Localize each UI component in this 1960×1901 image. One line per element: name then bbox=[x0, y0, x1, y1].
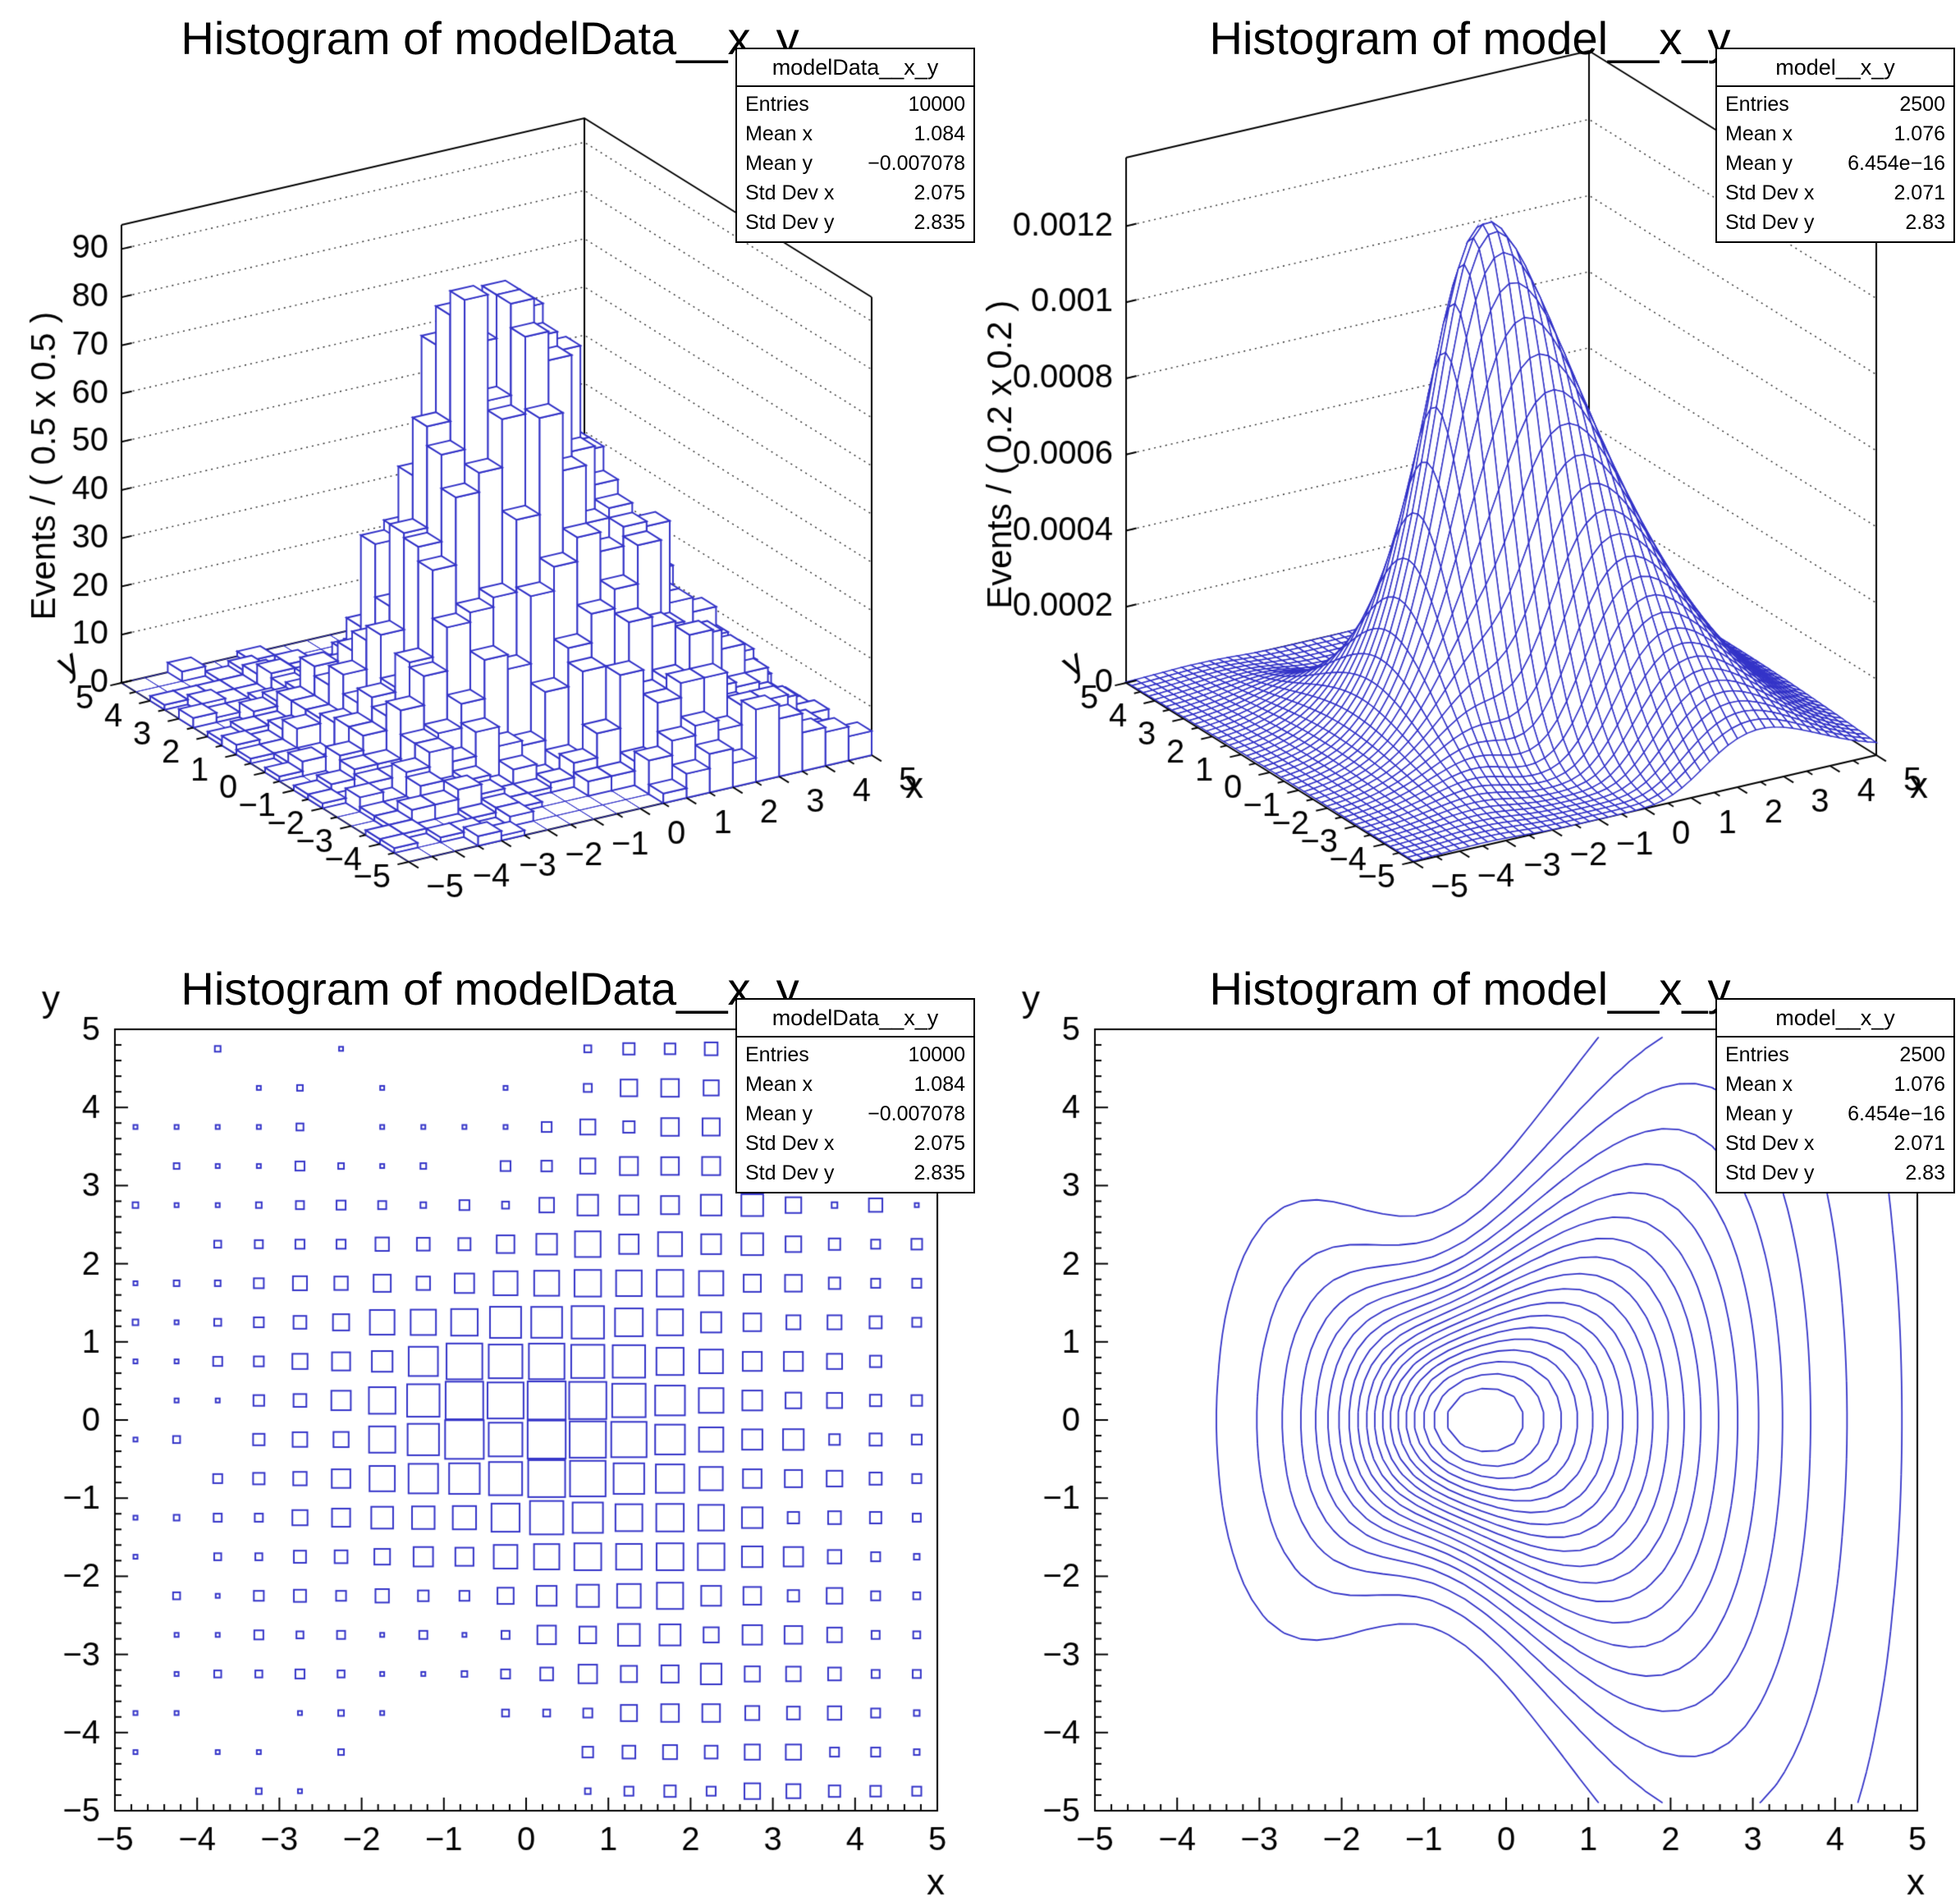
stats-box: modelData__x_y Entries 10000 Mean x 1.084 … bbox=[735, 998, 975, 1193]
stats-row: Mean y 6.454e−16 bbox=[1725, 1102, 1945, 1125]
pad-box2d: Histogram of modelData__x_y modelData__x… bbox=[0, 950, 980, 1901]
stats-row: Mean x 1.076 bbox=[1725, 122, 1945, 145]
stats-row: Mean y −0.007078 bbox=[745, 1102, 965, 1125]
pad-title: Histogram of model__x_y bbox=[1209, 963, 1731, 1015]
stats-histogram-name: model__x_y bbox=[1717, 49, 1953, 87]
pad-surface3d: Histogram of model__x_y model__x_y Entri… bbox=[980, 0, 1960, 950]
pad-contour2d: Histogram of model__x_y model__x_y Entri… bbox=[980, 950, 1960, 1901]
stats-row: Std Dev x 2.071 bbox=[1725, 1132, 1945, 1155]
stats-row: Mean y 6.454e−16 bbox=[1725, 152, 1945, 175]
stats-row: Entries 2500 bbox=[1725, 1043, 1945, 1066]
pad-title: Histogram of model__x_y bbox=[1209, 12, 1731, 64]
stats-histogram-name: modelData__x_y bbox=[737, 49, 973, 87]
stats-box: model__x_y Entries 2500 Mean x 1.076 Mean … bbox=[1715, 48, 1955, 243]
stats-row: Mean x 1.084 bbox=[745, 1073, 965, 1096]
stats-histogram-name: model__x_y bbox=[1717, 1000, 1953, 1038]
pad-title: Histogram of modelData__x_y bbox=[181, 12, 799, 64]
stats-row: Std Dev y 2.835 bbox=[745, 1161, 965, 1184]
stats-row: Std Dev y 2.835 bbox=[745, 211, 965, 234]
stats-row: Mean x 1.084 bbox=[745, 122, 965, 145]
stats-row: Entries 10000 bbox=[745, 93, 965, 116]
stats-row: Entries 2500 bbox=[1725, 93, 1945, 116]
pad-title: Histogram of modelData__x_y bbox=[181, 963, 799, 1015]
stats-row: Std Dev x 2.075 bbox=[745, 1132, 965, 1155]
stats-box: model__x_y Entries 2500 Mean x 1.076 Mean … bbox=[1715, 998, 1955, 1193]
stats-row: Std Dev x 2.075 bbox=[745, 181, 965, 204]
stats-histogram-name: modelData__x_y bbox=[737, 1000, 973, 1038]
stats-box: modelData__x_y Entries 10000 Mean x 1.084 … bbox=[735, 48, 975, 243]
stats-row: Entries 10000 bbox=[745, 1043, 965, 1066]
stats-row: Std Dev x 2.071 bbox=[1725, 181, 1945, 204]
stats-row: Std Dev y 2.83 bbox=[1725, 1161, 1945, 1184]
stats-row: Mean x 1.076 bbox=[1725, 1073, 1945, 1096]
pad-lego3d: Histogram of modelData__x_y modelData__x… bbox=[0, 0, 980, 950]
stats-row: Mean y −0.007078 bbox=[745, 152, 965, 175]
stats-row: Std Dev y 2.83 bbox=[1725, 211, 1945, 234]
